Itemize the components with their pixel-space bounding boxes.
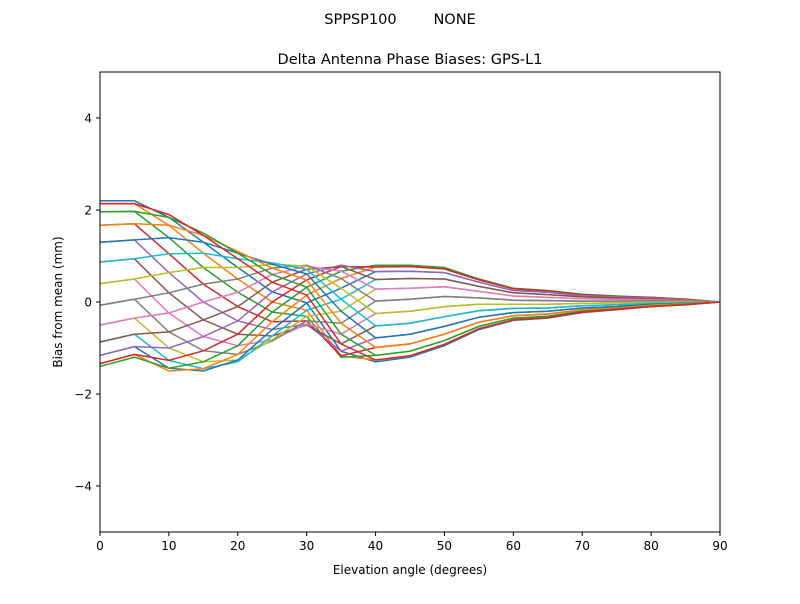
series-line-19 — [100, 252, 720, 327]
series-line-23 — [100, 202, 720, 361]
y-tick-label: 0 — [84, 296, 92, 310]
series-line-20 — [100, 236, 720, 339]
x-axis-label: Elevation angle (degrees) — [333, 563, 487, 577]
x-tick-label: 0 — [96, 539, 104, 553]
series-line-14 — [100, 264, 720, 357]
x-tick-label: 60 — [506, 539, 521, 553]
series-line-17 — [100, 264, 720, 306]
x-tick-label: 80 — [643, 539, 658, 553]
x-axis: 0 10 20 30 40 50 60 70 80 90 — [96, 532, 728, 553]
y-tick-label: −4 — [74, 480, 92, 494]
y-axis-label: Bias from mean (mm) — [51, 236, 65, 367]
x-tick-label: 40 — [368, 539, 383, 553]
x-tick-label: 90 — [712, 539, 727, 553]
series-line-15 — [100, 265, 720, 343]
y-tick-label: −2 — [74, 388, 92, 402]
y-tick-label: 4 — [84, 112, 92, 126]
y-axis: −4 −2 0 2 4 — [74, 112, 100, 494]
x-tick-label: 30 — [299, 539, 314, 553]
series-line-16 — [100, 265, 720, 326]
x-tick-label: 10 — [161, 539, 176, 553]
x-tick-label: 70 — [575, 539, 590, 553]
x-tick-label: 20 — [230, 539, 245, 553]
x-tick-label: 50 — [437, 539, 452, 553]
series-lines — [100, 200, 720, 372]
y-tick-label: 2 — [84, 204, 92, 218]
chart-title: Delta Antenna Phase Biases: GPS-L1 — [278, 52, 543, 68]
series-line-18 — [100, 263, 720, 315]
chart-suptitle: SPPSP100 NONE — [324, 12, 475, 28]
